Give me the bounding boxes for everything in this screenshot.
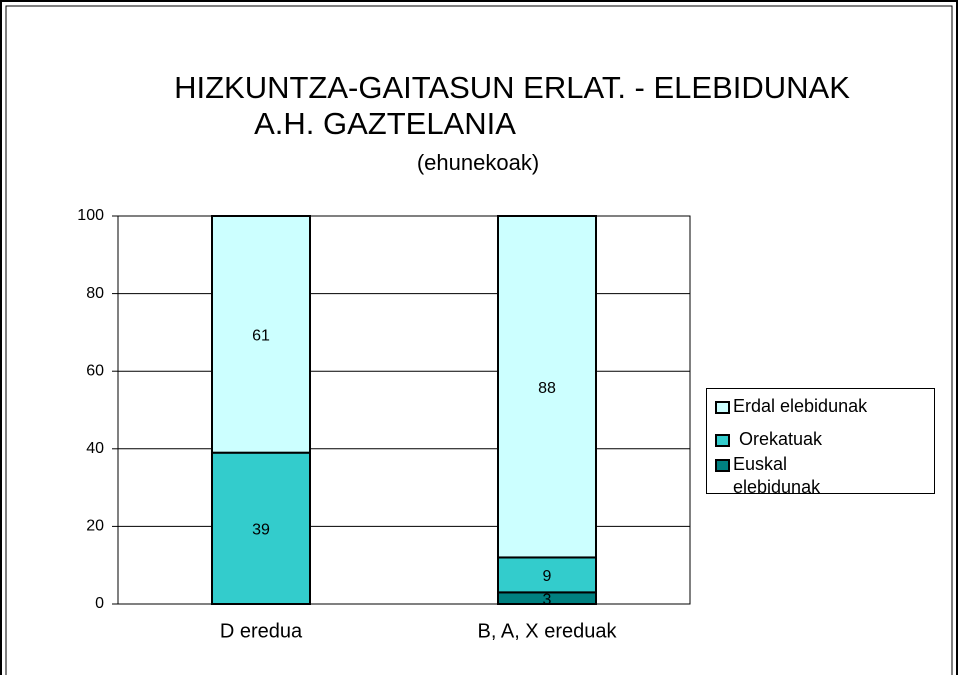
frame-inner [5, 5, 953, 675]
legend-swatch [715, 434, 730, 447]
legend-swatch [715, 401, 730, 414]
y-tick-label: 60 [86, 362, 104, 379]
y-tick-label: 80 [86, 285, 104, 302]
data-label: 88 [538, 380, 556, 397]
chart-title: HIZKUNTZA-GAITASUN ERLAT. - ELEBIDUNAK [174, 70, 850, 105]
legend: Erdal elebidunak Orekatuak Euskal elebidun… [706, 388, 935, 497]
legend-item: Euskal elebidunak [715, 453, 835, 499]
bar-segment [211, 215, 311, 454]
legend-label: Euskal elebidunak [733, 454, 821, 497]
legend-label: Orekatuak [739, 429, 823, 449]
data-label: 9 [543, 568, 552, 585]
data-label: 39 [252, 522, 270, 539]
legend-label: Erdal elebidunak [733, 396, 868, 416]
x-tick-label: D eredua [220, 620, 303, 642]
data-label: 61 [252, 328, 270, 345]
chart-subtitle: (ehunekoak) [417, 150, 539, 175]
bar-segment [497, 556, 597, 594]
y-tick-label: 20 [86, 518, 104, 535]
legend-item: Orekatuak [715, 428, 915, 451]
x-tick-label: B, A, X ereduak [478, 620, 618, 642]
y-tick-label: 40 [86, 440, 104, 457]
chart-title: A.H. GAZTELANIA [254, 106, 516, 141]
y-tick-label: 0 [95, 595, 104, 612]
legend-swatch [715, 459, 730, 472]
legend-item: Erdal elebidunak [715, 395, 915, 418]
bar-segment [211, 451, 311, 605]
data-label: 3 [543, 591, 552, 608]
plot-area [117, 215, 691, 605]
y-tick-label: 100 [77, 207, 104, 224]
bar-segment [497, 215, 597, 559]
